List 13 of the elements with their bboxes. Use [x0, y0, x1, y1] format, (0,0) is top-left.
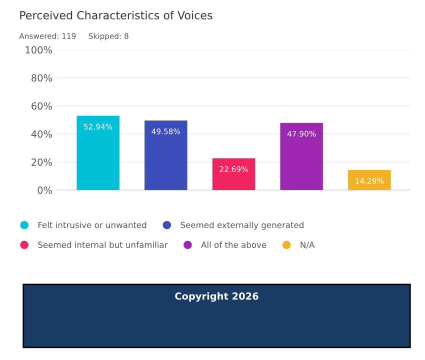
y-tick-label: 20% — [32, 158, 52, 166]
chart-title: Perceived Characteristics of Voices — [20, 10, 212, 20]
y-tick-label: 40% — [31, 130, 52, 138]
legend-label: Felt intrusive or unwanted — [38, 222, 146, 228]
legend-label: Seemed externally generated — [180, 222, 304, 230]
legend-label: All of the above — [201, 242, 266, 248]
y-tick-label: 0% — [38, 186, 52, 194]
legend-label: N/A — [300, 242, 315, 249]
text: Copyright 2026 — [175, 292, 258, 302]
legend-label: Seemed internal but unfamiliar — [38, 242, 168, 248]
y-tick-label: 60% — [32, 102, 52, 110]
y-tick-label: 80% — [32, 74, 52, 82]
y-tick-label: 100% — [26, 46, 52, 54]
